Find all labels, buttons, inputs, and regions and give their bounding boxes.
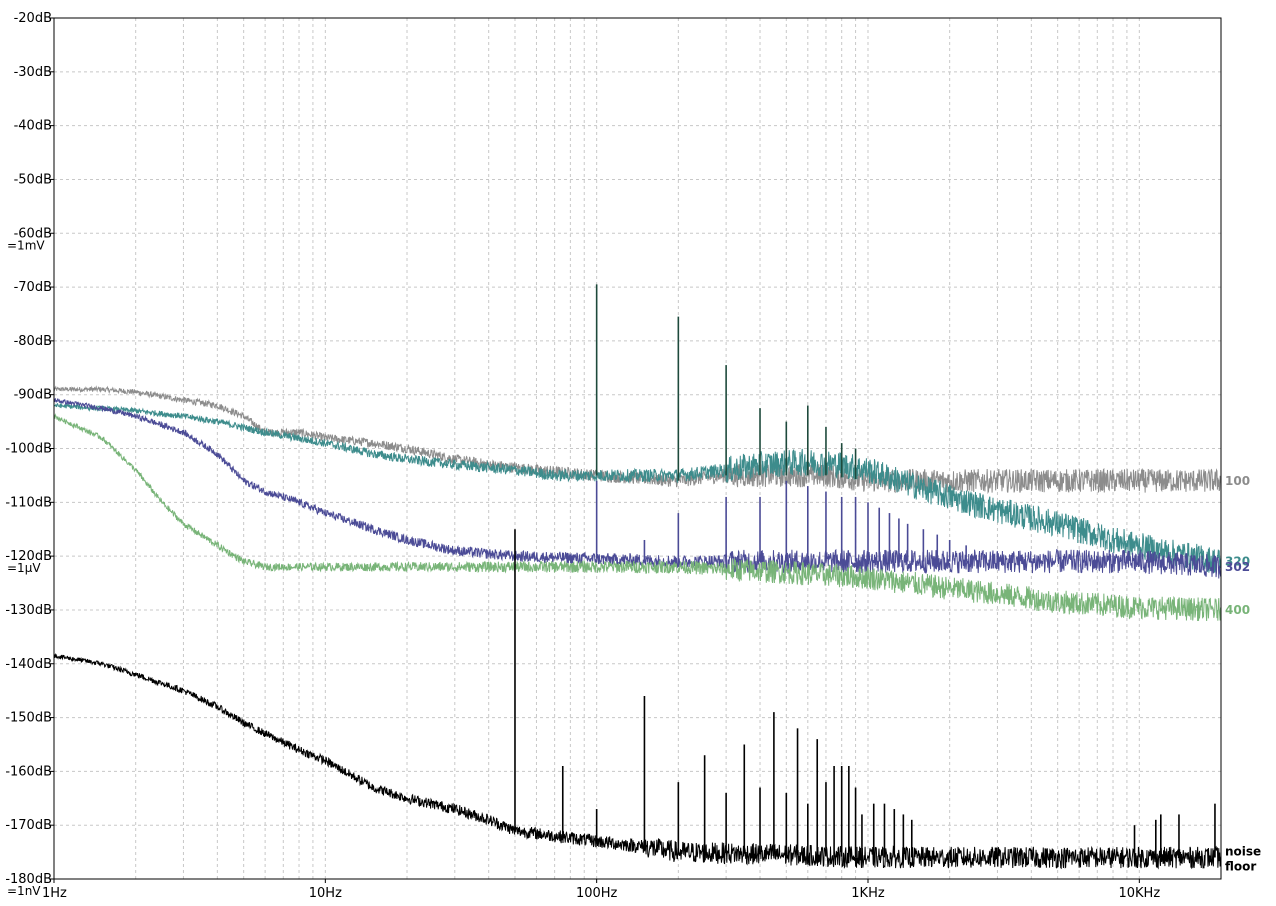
- series-trace-320: [53, 402, 1222, 573]
- y-tick-label: -70dB: [14, 280, 52, 295]
- grid: [54, 18, 1221, 879]
- series-label-400: 400: [1225, 603, 1250, 617]
- series-trace-100: [53, 385, 1222, 495]
- series-traces: [53, 284, 1222, 870]
- series-label-line: floor: [1225, 859, 1256, 873]
- series-label-line: 302: [1225, 560, 1250, 574]
- y-ref-label: =1µV: [7, 561, 41, 575]
- x-tick-label: 1KHz: [851, 886, 885, 901]
- x-tick-label: 10KHz: [1118, 886, 1160, 901]
- y-tick-label: -80dB: [14, 334, 52, 349]
- x-tick-label: 10Hz: [309, 886, 342, 901]
- series-trace-400: [53, 413, 1222, 622]
- y-ref-label: =1mV: [7, 238, 45, 252]
- y-tick-label: -170dB: [5, 818, 52, 833]
- y-tick-label: -160dB: [5, 764, 52, 779]
- series-label-line: 400: [1225, 603, 1250, 617]
- y-tick-label: -100dB: [5, 442, 52, 457]
- y-tick-label: -120dB: [5, 549, 52, 564]
- axes: -20dB -30dB -40dB -50dB -60dB -70dB -80dB -90dB…: [5, 11, 1160, 901]
- y-tick-label: -130dB: [5, 603, 52, 618]
- series-trace-noise-floor: [53, 653, 1222, 870]
- series-label-line: noise: [1225, 844, 1261, 858]
- y-tick-label: -110dB: [5, 495, 52, 510]
- series-label-100: 100: [1225, 474, 1250, 488]
- series-label-noise-floor: noise floor: [1225, 844, 1261, 873]
- series-label-302: 302: [1225, 560, 1250, 574]
- y-tick-label: -50dB: [14, 172, 52, 187]
- y-tick-label: -90dB: [14, 388, 52, 403]
- y-tick-label: -150dB: [5, 711, 52, 726]
- series-label-320: 320: [1225, 555, 1250, 569]
- y-tick-label: -60dB: [14, 226, 52, 241]
- x-tick-label: 100Hz: [576, 886, 618, 901]
- series-label-line: 100: [1225, 474, 1250, 488]
- y-tick-label: -30dB: [14, 65, 52, 80]
- y-tick-label: -180dB: [5, 872, 52, 887]
- y-ref-label: =1nV: [7, 884, 41, 898]
- x-tick-label: 1Hz: [42, 886, 67, 901]
- series-trace-302: [53, 397, 1222, 579]
- y-tick-label: -20dB: [14, 11, 52, 26]
- series-label-line: 320: [1225, 555, 1250, 569]
- y-tick-label: -140dB: [5, 657, 52, 672]
- y-tick-label: -40dB: [14, 119, 52, 134]
